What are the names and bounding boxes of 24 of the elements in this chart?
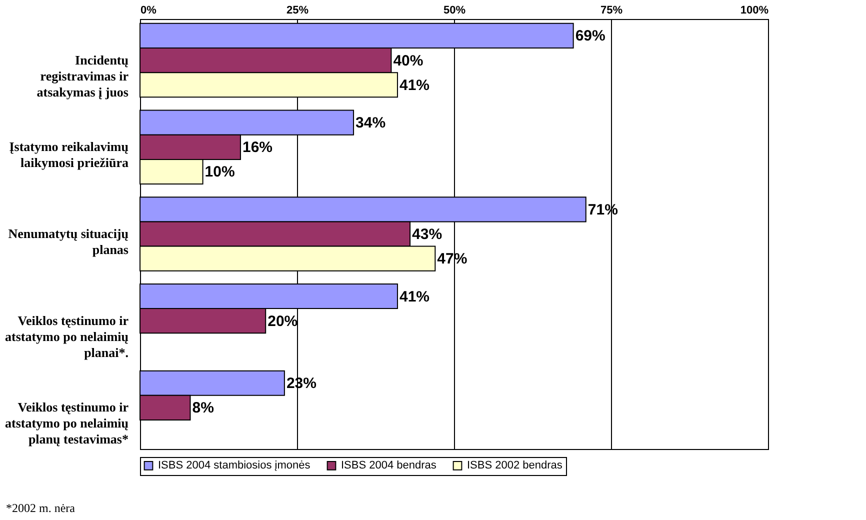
data-label: 41%	[399, 76, 430, 94]
legend-label: ISBS 2002 bendras	[467, 460, 563, 472]
data-label: 8%	[192, 400, 214, 417]
x-tick-label: 100%	[740, 4, 769, 16]
data-label: 16%	[242, 139, 273, 156]
legend-label: ISBS 2004 stambiosios įmonės	[158, 460, 311, 472]
data-label: 43%	[412, 226, 442, 243]
x-tick-label: 75%	[600, 4, 623, 16]
x-tick-label: 0%	[140, 4, 157, 16]
x-tick-label: 25%	[286, 4, 309, 16]
legend-label: ISBS 2004 bendras	[341, 460, 437, 472]
text: *2002 m. nėra	[6, 501, 75, 516]
y-tick-label: Įstatymo reikalavimų laikymosi priežiūra	[9, 139, 129, 170]
data-label: 41%	[399, 288, 430, 306]
data-label: 69%	[575, 28, 606, 45]
y-tick-label: Incidentų registravimas ir atsakymas į juos	[36, 52, 129, 100]
y-tick-label: Veiklos tęstinumo ir atstatymo po nelaimių planų testavimas*	[5, 400, 129, 447]
data-label: 40%	[393, 52, 424, 70]
data-label: 34%	[356, 114, 386, 132]
x-tick-label: 50%	[443, 4, 466, 16]
y-tick-label: Nenumatytų situacijų planas	[8, 226, 128, 257]
data-label: 20%	[268, 312, 298, 330]
y-tick-label: Veiklos tęstinumo ir atstatymo po nelaimių planai*.	[5, 312, 129, 360]
data-label: 10%	[204, 164, 235, 181]
